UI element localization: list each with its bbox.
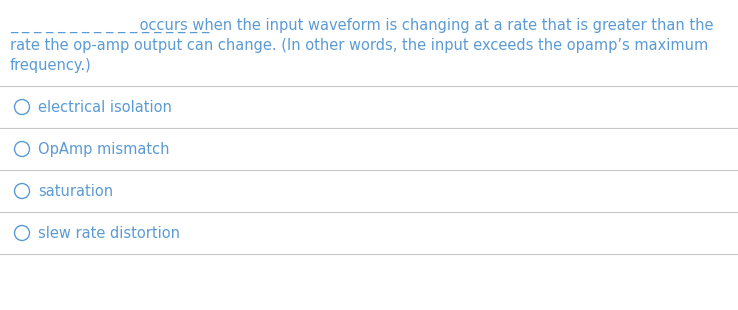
Text: slew rate distortion: slew rate distortion: [38, 226, 180, 241]
Text: occurs when the input waveform is changing at a rate that is greater than the: occurs when the input waveform is changi…: [135, 18, 714, 33]
Text: OpAmp mismatch: OpAmp mismatch: [38, 142, 170, 157]
Text: electrical isolation: electrical isolation: [38, 100, 172, 115]
Text: _ _ _ _ _ _ _ _ _ _ _ _ _ _ _ _ _: _ _ _ _ _ _ _ _ _ _ _ _ _ _ _ _ _: [10, 18, 210, 33]
Text: saturation: saturation: [38, 184, 113, 199]
Text: rate the op-amp output can change. (In other words, the input exceeds the opamp’: rate the op-amp output can change. (In o…: [10, 38, 708, 53]
Text: frequency.): frequency.): [10, 58, 92, 73]
